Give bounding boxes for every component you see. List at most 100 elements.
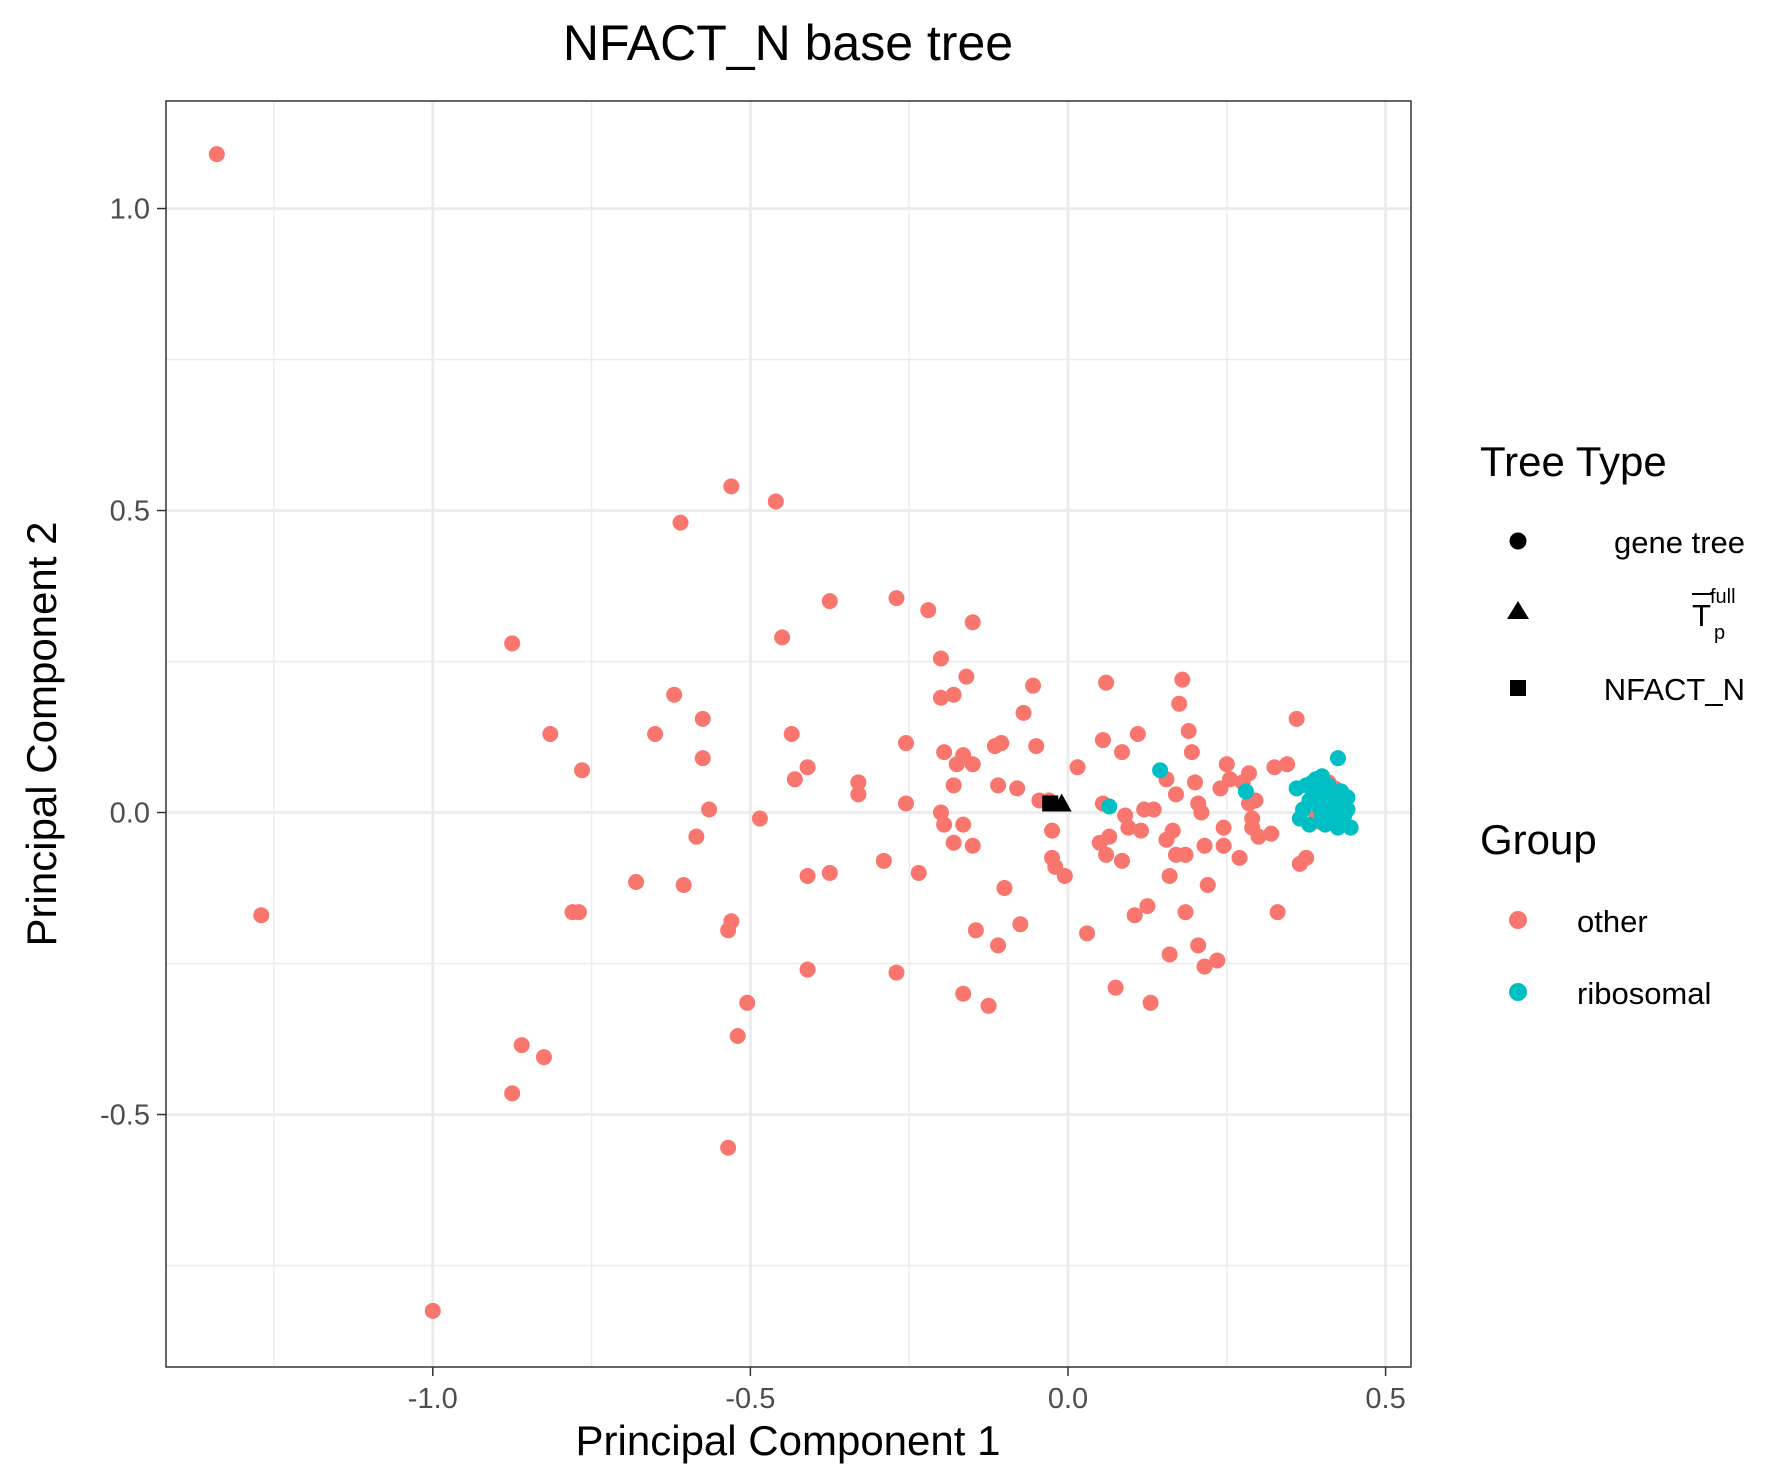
data-point [1069,759,1086,776]
legend-key-square [1510,680,1526,696]
legend-label-ribosomal: ribosomal [1577,976,1711,1011]
data-point [1193,804,1210,821]
data-point-square [1042,795,1059,812]
legend-key-other [1509,911,1527,929]
data-point [821,864,838,881]
legend: Tree Type gene tree T full p NFACT_N Gro… [1480,438,1745,1011]
data-point [990,937,1007,954]
legend-label-other: other [1577,904,1648,939]
data-point [1113,852,1130,869]
data-point [723,478,740,495]
data-point [898,795,915,812]
data-point [723,913,740,930]
x-tick-label: -1.0 [408,1383,458,1415]
data-point [1218,756,1235,773]
data-point [1142,994,1159,1011]
data-point [1009,780,1026,797]
data-point [774,629,791,646]
data-point [1098,846,1115,863]
data-point [1339,801,1356,818]
data-point [932,650,949,667]
data-point [964,756,981,773]
legend-key-ribosomal [1509,983,1527,1001]
y-axis-ticks: 1.0 0.5 0.0 -0.5 [100,194,166,1132]
legend-label-tp-full: T full p [1692,586,1736,644]
series-ribosomal [1101,750,1359,836]
data-point [1094,732,1111,749]
data-point [1215,819,1232,836]
data-point [1237,783,1254,800]
data-point [990,777,1007,794]
legend-label-tp-superscript: full [1710,586,1736,608]
series-nfact-n [1042,795,1059,812]
data-point [1241,765,1258,782]
data-point [1152,762,1169,779]
data-point [1199,877,1216,894]
data-point [1183,744,1200,761]
data-point [1221,771,1238,788]
data-point [958,668,975,685]
data-point [535,1049,552,1066]
data-point [767,493,784,510]
data-point [739,994,756,1011]
data-point [1326,804,1343,821]
data-point [1314,792,1331,809]
data-point [964,614,981,631]
y-tick-label: -0.5 [100,1100,150,1132]
data-point [1161,867,1178,884]
data-point [1164,822,1181,839]
data-point [783,726,800,742]
x-axis-ticks: -1.0 -0.5 0.0 0.5 [408,1367,1406,1415]
data-point [1171,695,1188,712]
data-point [932,804,949,821]
data-point [967,922,984,939]
legend-key-circle [1509,532,1527,550]
data-point [821,593,838,610]
data-point [574,762,591,779]
y-axis-title: Principal Component 2 [18,522,65,947]
legend-label-nfact-n: NFACT_N [1604,672,1745,707]
data-point [1174,671,1191,688]
data-point [1167,786,1184,803]
data-point [694,750,711,767]
data-point [1161,946,1178,963]
data-point [1250,828,1267,845]
data-point [1301,816,1318,833]
data-point [786,771,803,788]
data-point [1133,822,1150,839]
data-point [1126,907,1143,924]
data-point [875,852,892,869]
data-point [1177,904,1194,921]
data-point [1339,789,1356,806]
data-point [850,786,867,803]
data-point [898,735,915,752]
y-tick-label: 0.0 [110,798,150,830]
data-point [570,904,587,921]
data-point [1177,846,1194,863]
data-point [504,1085,521,1102]
data-point [955,985,972,1002]
data-point [1209,952,1226,969]
data-point [1139,898,1156,915]
data-point [1145,801,1162,818]
data-point [729,1028,746,1045]
data-point [910,864,927,881]
data-point [253,907,270,924]
data-point [1263,825,1280,842]
legend-label-tp-main: T [1692,598,1711,633]
data-point [964,837,981,854]
chart-title: NFACT_N base tree [563,15,1013,71]
data-point [1329,819,1346,836]
data-point [628,873,645,890]
data-point [888,590,905,607]
data-point [1279,756,1296,773]
data-point [1107,979,1124,996]
data-point [1117,807,1134,824]
data-point [1329,750,1346,767]
data-point [1180,722,1197,739]
data-point [799,759,816,776]
data-point [666,686,683,703]
legend-title-group: Group [1480,816,1597,863]
data-point [1187,774,1204,791]
plot-panel-border [165,100,1412,1368]
